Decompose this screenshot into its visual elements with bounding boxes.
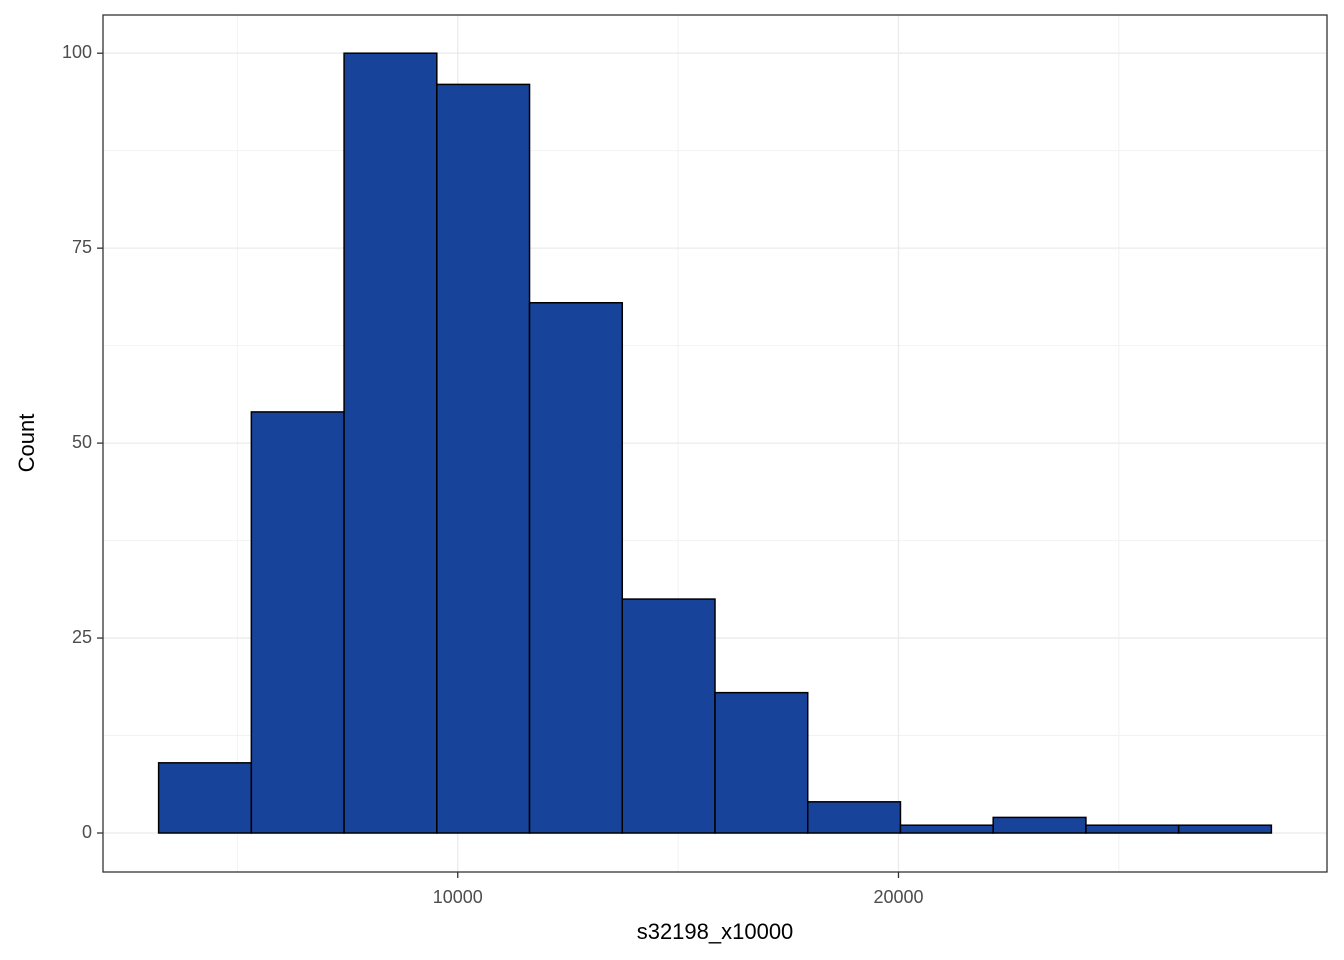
y-tick-label: 100 [62,42,92,62]
bar [621,598,716,834]
y-tick-label: 50 [72,432,92,452]
bar [436,83,531,834]
bar [714,691,809,834]
bar [528,301,624,834]
x-tick-label: 20000 [873,887,923,907]
bar [806,801,902,834]
bar [1085,824,1180,834]
y-tick-label: 0 [82,822,92,842]
y-tick-label: 25 [72,627,92,647]
y-tick-label: 75 [72,237,92,257]
bar [343,52,438,834]
bar [250,411,345,834]
bar [992,816,1087,834]
bar [899,824,994,834]
bar [1177,824,1273,834]
x-tick-label: 10000 [433,887,483,907]
y-axis-title: Count [14,414,39,473]
x-axis-title: s32198_x10000 [637,919,794,944]
bar [157,762,253,834]
